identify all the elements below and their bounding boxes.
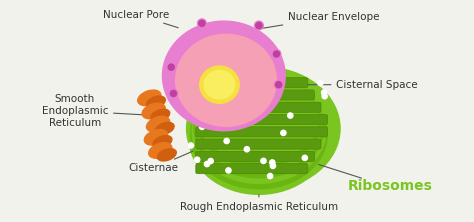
Circle shape bbox=[318, 80, 323, 86]
Ellipse shape bbox=[198, 79, 320, 167]
Ellipse shape bbox=[151, 109, 170, 121]
Circle shape bbox=[208, 159, 213, 164]
Circle shape bbox=[281, 130, 286, 136]
Circle shape bbox=[167, 63, 176, 71]
Circle shape bbox=[227, 121, 232, 127]
Ellipse shape bbox=[187, 67, 340, 190]
Circle shape bbox=[200, 124, 205, 129]
Circle shape bbox=[204, 161, 210, 167]
Circle shape bbox=[188, 143, 193, 148]
Ellipse shape bbox=[157, 149, 176, 161]
Circle shape bbox=[273, 51, 280, 57]
Circle shape bbox=[261, 158, 266, 164]
Circle shape bbox=[226, 168, 231, 173]
Ellipse shape bbox=[191, 80, 328, 189]
Circle shape bbox=[187, 79, 192, 84]
Text: Nuclear Envelope: Nuclear Envelope bbox=[255, 12, 379, 30]
Ellipse shape bbox=[155, 122, 174, 135]
Text: Smooth
Endoplasmic
Reticulum: Smooth Endoplasmic Reticulum bbox=[42, 94, 151, 128]
Circle shape bbox=[321, 90, 327, 95]
Text: Cisternal Space: Cisternal Space bbox=[306, 80, 418, 90]
Circle shape bbox=[210, 122, 216, 127]
Circle shape bbox=[236, 74, 241, 79]
Circle shape bbox=[170, 90, 176, 97]
Circle shape bbox=[302, 155, 308, 161]
Ellipse shape bbox=[153, 136, 172, 148]
Ellipse shape bbox=[204, 70, 235, 99]
Circle shape bbox=[219, 106, 225, 111]
Circle shape bbox=[268, 77, 273, 83]
Circle shape bbox=[168, 64, 174, 70]
Circle shape bbox=[194, 157, 200, 162]
Circle shape bbox=[198, 19, 206, 28]
FancyBboxPatch shape bbox=[196, 102, 321, 112]
Ellipse shape bbox=[189, 80, 329, 194]
Circle shape bbox=[269, 101, 274, 106]
Circle shape bbox=[267, 173, 273, 179]
Text: Rough Endoplasmic Reticulum: Rough Endoplasmic Reticulum bbox=[180, 195, 338, 212]
Text: Ribosomes: Ribosomes bbox=[348, 178, 433, 192]
Circle shape bbox=[191, 75, 196, 80]
Ellipse shape bbox=[196, 79, 322, 172]
Circle shape bbox=[270, 160, 275, 165]
Circle shape bbox=[169, 89, 178, 98]
Ellipse shape bbox=[163, 21, 285, 131]
Ellipse shape bbox=[138, 90, 161, 106]
Circle shape bbox=[190, 83, 195, 89]
Ellipse shape bbox=[194, 79, 324, 178]
Ellipse shape bbox=[200, 66, 239, 103]
FancyBboxPatch shape bbox=[196, 127, 328, 137]
Circle shape bbox=[270, 163, 275, 168]
Ellipse shape bbox=[149, 143, 172, 158]
Circle shape bbox=[226, 121, 231, 126]
Ellipse shape bbox=[176, 34, 276, 126]
FancyBboxPatch shape bbox=[196, 151, 314, 161]
Circle shape bbox=[275, 82, 282, 88]
Ellipse shape bbox=[146, 96, 165, 108]
Circle shape bbox=[256, 22, 262, 29]
Text: Cisternae: Cisternae bbox=[129, 143, 212, 173]
Circle shape bbox=[185, 72, 190, 77]
Circle shape bbox=[199, 20, 205, 26]
Ellipse shape bbox=[144, 129, 167, 145]
Ellipse shape bbox=[142, 103, 165, 119]
Circle shape bbox=[274, 80, 283, 89]
Circle shape bbox=[248, 92, 253, 98]
Circle shape bbox=[322, 93, 328, 99]
Circle shape bbox=[224, 138, 229, 144]
Ellipse shape bbox=[192, 80, 326, 183]
FancyBboxPatch shape bbox=[196, 90, 314, 100]
FancyBboxPatch shape bbox=[196, 115, 328, 125]
Ellipse shape bbox=[146, 116, 170, 132]
FancyBboxPatch shape bbox=[196, 164, 308, 174]
FancyBboxPatch shape bbox=[196, 78, 308, 88]
Circle shape bbox=[244, 147, 249, 152]
Circle shape bbox=[255, 21, 263, 30]
Text: Nuclear Pore: Nuclear Pore bbox=[103, 10, 178, 28]
Ellipse shape bbox=[199, 79, 319, 161]
FancyBboxPatch shape bbox=[196, 139, 321, 149]
Circle shape bbox=[288, 113, 293, 118]
Circle shape bbox=[272, 50, 281, 58]
